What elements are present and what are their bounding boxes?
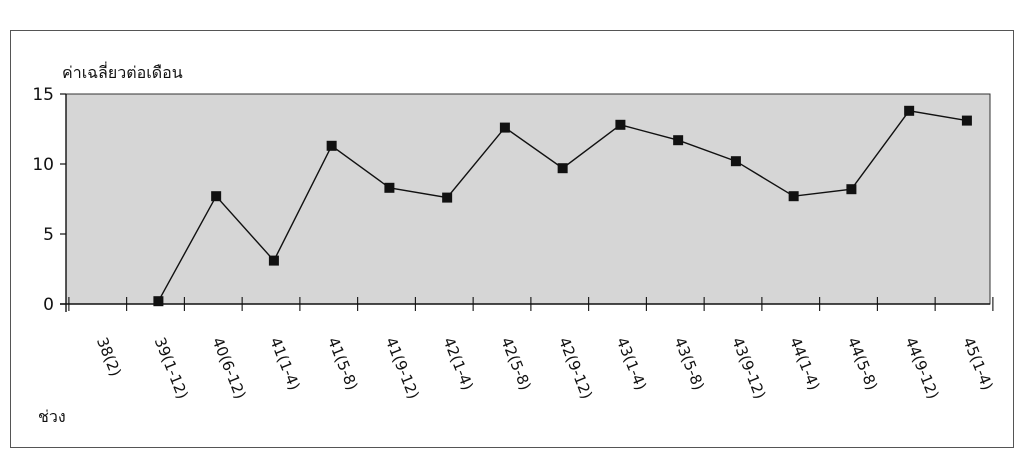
x-tick-label: 38(2) xyxy=(93,335,125,379)
x-tick-label: 41(1-4) xyxy=(266,335,303,393)
x-tick-label: 42(5-8) xyxy=(497,335,534,393)
x-axis: 38(2) 39(1-12) 40(6-12) 41(1-4) 41(5-8) 41(9-… xyxy=(60,297,997,402)
x-tick-label: 45(1-4) xyxy=(959,335,996,393)
data-point xyxy=(153,296,164,307)
x-tick-label: 44(9-12) xyxy=(901,335,942,402)
x-tick-label: 42(1-4) xyxy=(439,335,476,393)
data-point xyxy=(673,135,684,146)
x-tick-label: 42(9-12) xyxy=(555,335,596,402)
data-point xyxy=(557,163,568,174)
data-point xyxy=(730,156,741,167)
plot-area xyxy=(65,93,991,305)
data-point xyxy=(961,115,972,126)
x-tick-label: 43(1-4) xyxy=(613,335,650,393)
data-point xyxy=(268,255,279,266)
data-point xyxy=(788,191,799,202)
x-tick-label: 41(9-12) xyxy=(382,335,423,402)
x-tick-label: 43(9-12) xyxy=(728,335,769,402)
x-tick-label: 44(1-4) xyxy=(786,335,823,393)
x-tick-label: 39(1-12) xyxy=(151,335,192,402)
series xyxy=(153,105,972,307)
data-point xyxy=(211,191,222,202)
x-tick-label: 41(5-8) xyxy=(324,335,361,393)
y-tick-label: 15 xyxy=(32,85,54,105)
data-point xyxy=(442,192,453,203)
y-axis-title: ค่าเฉลี่ยวต่อเดือน xyxy=(62,61,183,82)
y-tick-label: 10 xyxy=(32,155,54,175)
data-point xyxy=(846,184,857,195)
data-point xyxy=(326,140,337,151)
x-tick-label: 44(5-8) xyxy=(844,335,881,393)
x-tick-label: 43(5-8) xyxy=(670,335,707,393)
data-point xyxy=(384,182,395,193)
data-point xyxy=(904,105,915,116)
data-point xyxy=(499,122,510,133)
data-point xyxy=(615,119,626,130)
y-axis: 0 5 10 15 xyxy=(32,85,67,315)
y-tick-label: 5 xyxy=(43,225,54,245)
y-tick-label: 0 xyxy=(43,295,54,315)
x-axis-title: ช่วง xyxy=(38,407,66,426)
x-tick-label: 40(6-12) xyxy=(208,335,249,402)
